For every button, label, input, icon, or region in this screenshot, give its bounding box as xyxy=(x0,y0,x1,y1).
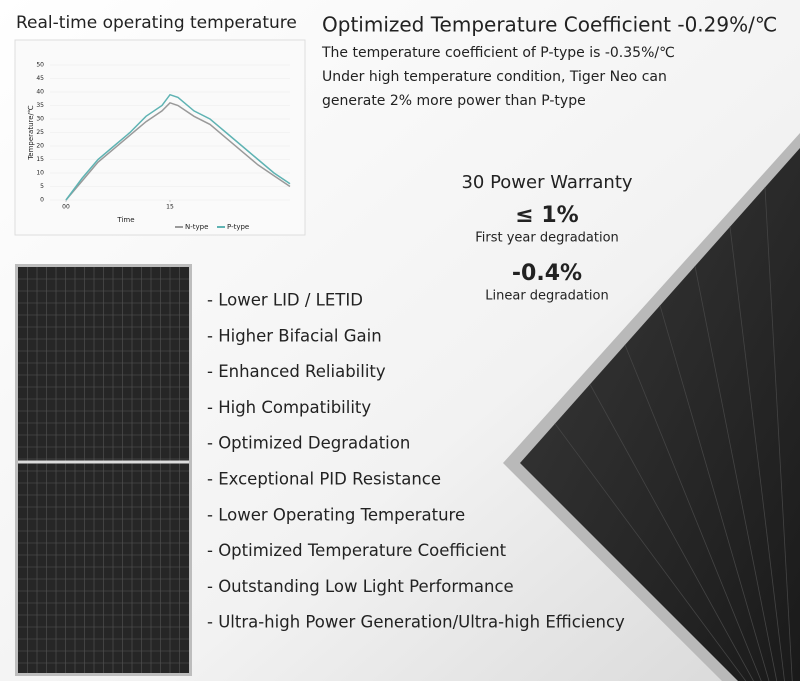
feature-item: - Ultra-high Power Generation/Ultra-high… xyxy=(207,613,625,632)
feature-item: - Optimized Temperature Coefficient xyxy=(207,541,507,560)
legend-label: N-type xyxy=(185,223,208,231)
coefficient-title: Optimized Temperature Coefficient -0.29%… xyxy=(322,13,777,37)
cell-line xyxy=(589,384,754,681)
cell-line xyxy=(764,187,793,681)
cell-line xyxy=(659,305,770,681)
y-tick-label: 30 xyxy=(36,116,44,123)
y-axis-label: Temperature/℃ xyxy=(27,105,35,161)
x-tick-label: 00 xyxy=(62,204,70,211)
feature-list: - Lower LID / LETID - Higher Bifacial Gai… xyxy=(207,291,625,632)
feature-item: - High Compatibility xyxy=(207,398,371,417)
warranty-value: -0.4% xyxy=(512,261,582,286)
y-tick-label: 0 xyxy=(40,197,44,204)
cell-line xyxy=(554,423,747,681)
y-tick-label: 50 xyxy=(36,62,44,69)
cell-line xyxy=(729,226,785,681)
warranty-label: Linear degradation xyxy=(485,289,608,304)
feature-item: - Lower Operating Temperature xyxy=(207,505,465,524)
y-tick-label: 5 xyxy=(40,183,44,190)
y-tick-label: 10 xyxy=(36,170,44,177)
coefficient-line: The temperature coefficient of P-type is… xyxy=(321,45,675,61)
feature-item: - Enhanced Reliability xyxy=(207,362,386,381)
y-tick-label: 25 xyxy=(36,129,44,136)
coefficient-line: generate 2% more power than P-type xyxy=(322,93,586,109)
y-tick-label: 45 xyxy=(36,75,44,82)
y-tick-label: 35 xyxy=(36,102,44,109)
y-tick-label: 40 xyxy=(36,89,44,96)
cell-line xyxy=(694,266,778,681)
tilted-panel xyxy=(503,133,800,681)
chart-heading: Real-time operating temperature xyxy=(16,13,297,33)
series-line xyxy=(65,101,291,201)
feature-item: - Optimized Degradation xyxy=(207,434,410,453)
feature-item: - Higher Bifacial Gain xyxy=(207,326,382,345)
x-tick-label: 15 xyxy=(166,204,174,211)
feature-item: - Outstanding Low Light Performance xyxy=(207,577,514,596)
warranty-title: 30 Power Warranty xyxy=(461,172,632,193)
series-line xyxy=(65,93,291,201)
y-tick-label: 20 xyxy=(36,143,44,150)
front-panel xyxy=(15,264,192,676)
warranty-value: ≤ 1% xyxy=(515,203,578,228)
coefficient-line: Under high temperature condition, Tiger … xyxy=(322,69,667,85)
warranty-label: First year degradation xyxy=(475,231,619,246)
feature-item: - Lower LID / LETID xyxy=(207,291,363,310)
legend-label: P-type xyxy=(227,223,249,231)
y-tick-label: 15 xyxy=(36,156,44,163)
feature-item: - Exceptional PID Resistance xyxy=(207,470,441,489)
x-axis-label: Time xyxy=(116,216,134,224)
cell-line xyxy=(624,344,762,681)
chart-box xyxy=(14,39,306,236)
